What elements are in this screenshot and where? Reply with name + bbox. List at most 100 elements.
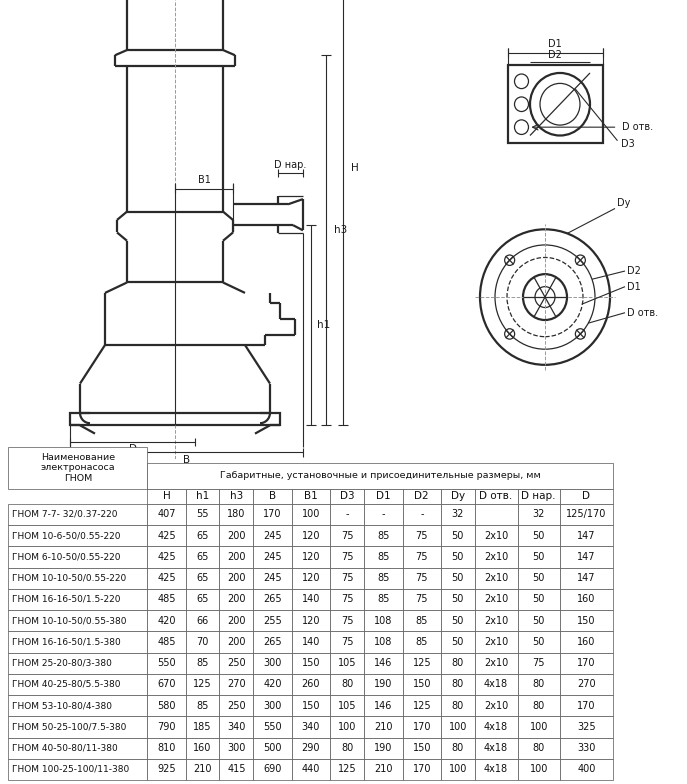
Text: 550: 550	[263, 722, 282, 732]
Bar	[292, 759, 330, 780]
Bar	[292, 589, 330, 610]
Bar	[403, 759, 441, 780]
Text: 50: 50	[451, 552, 464, 562]
Text: 105: 105	[338, 659, 357, 668]
Text: 2х10: 2х10	[484, 531, 508, 541]
Bar	[560, 652, 613, 673]
Bar	[219, 488, 254, 504]
Bar	[560, 568, 613, 589]
Bar	[219, 610, 254, 631]
Text: 32: 32	[532, 510, 545, 520]
Text: 180: 180	[227, 510, 245, 520]
Bar	[364, 546, 403, 568]
Bar	[254, 546, 292, 568]
Text: 340: 340	[227, 722, 245, 732]
Bar	[330, 673, 364, 695]
Text: 80: 80	[532, 743, 545, 753]
Bar	[517, 589, 560, 610]
Text: ГНОМ 25-20-80/3-380: ГНОМ 25-20-80/3-380	[12, 659, 111, 668]
Bar	[441, 673, 475, 695]
Text: 100: 100	[302, 510, 320, 520]
Text: 146: 146	[374, 659, 393, 668]
Text: 245: 245	[263, 531, 282, 541]
Bar	[475, 525, 517, 546]
Text: 85: 85	[196, 701, 209, 711]
Text: ГНОМ 53-10-80/4-380: ГНОМ 53-10-80/4-380	[12, 701, 111, 710]
Text: 150: 150	[577, 615, 596, 626]
Text: -: -	[346, 510, 349, 520]
Bar	[330, 695, 364, 717]
Text: D нар.: D нар.	[521, 492, 556, 501]
Text: 185: 185	[193, 722, 212, 732]
Bar	[475, 488, 517, 504]
Bar	[185, 673, 219, 695]
Bar	[219, 525, 254, 546]
Text: 580: 580	[157, 701, 176, 711]
Text: 2х10: 2х10	[484, 659, 508, 668]
Text: 255: 255	[263, 615, 282, 626]
Bar	[219, 717, 254, 738]
Text: Наименование
электронасоса
ГНОМ: Наименование электронасоса ГНОМ	[41, 453, 115, 483]
Bar	[254, 568, 292, 589]
Bar	[560, 610, 613, 631]
Text: 75: 75	[532, 659, 545, 668]
Bar	[8, 504, 147, 525]
Bar	[441, 695, 475, 717]
Bar	[8, 673, 147, 695]
Text: 260: 260	[302, 680, 320, 689]
Text: 80: 80	[451, 743, 464, 753]
Bar	[254, 759, 292, 780]
Bar	[475, 568, 517, 589]
Text: 325: 325	[577, 722, 596, 732]
Bar	[185, 488, 219, 504]
Bar	[185, 589, 219, 610]
Text: 170: 170	[412, 722, 431, 732]
Bar	[147, 610, 185, 631]
Bar	[441, 488, 475, 504]
Text: 108: 108	[374, 615, 393, 626]
Bar	[560, 631, 613, 652]
Text: 125: 125	[193, 680, 212, 689]
Bar	[147, 589, 185, 610]
Text: 170: 170	[412, 764, 431, 775]
Text: 50: 50	[532, 594, 545, 604]
Text: 80: 80	[451, 701, 464, 711]
Text: 50: 50	[532, 615, 545, 626]
Bar	[8, 610, 147, 631]
Bar	[441, 631, 475, 652]
Bar	[441, 610, 475, 631]
Text: 85: 85	[196, 659, 209, 668]
Text: B: B	[183, 455, 190, 465]
Text: h1: h1	[196, 492, 209, 501]
Text: 245: 245	[263, 573, 282, 583]
Text: 147: 147	[577, 531, 596, 541]
Text: 300: 300	[227, 743, 245, 753]
Text: 50: 50	[451, 637, 464, 647]
Bar	[441, 525, 475, 546]
Bar	[8, 759, 147, 780]
Bar	[441, 759, 475, 780]
Bar	[475, 589, 517, 610]
Text: -: -	[420, 510, 424, 520]
Text: 125: 125	[338, 764, 357, 775]
Text: Dy: Dy	[617, 198, 631, 209]
Text: 75: 75	[341, 573, 353, 583]
Text: 140: 140	[302, 637, 320, 647]
Text: 150: 150	[302, 701, 320, 711]
Text: H: H	[351, 163, 359, 173]
Bar	[330, 488, 364, 504]
Text: 85: 85	[377, 552, 390, 562]
Text: ГНОМ 40-50-80/11-380: ГНОМ 40-50-80/11-380	[12, 744, 117, 753]
Text: h3: h3	[334, 225, 347, 235]
Bar	[403, 589, 441, 610]
Bar	[475, 504, 517, 525]
Text: 65: 65	[196, 552, 209, 562]
Bar	[364, 589, 403, 610]
Text: 80: 80	[532, 701, 545, 711]
Bar	[185, 652, 219, 673]
Bar	[364, 759, 403, 780]
Text: 50: 50	[532, 552, 545, 562]
Text: 190: 190	[374, 680, 393, 689]
Bar	[517, 652, 560, 673]
Text: 4х18: 4х18	[484, 680, 508, 689]
